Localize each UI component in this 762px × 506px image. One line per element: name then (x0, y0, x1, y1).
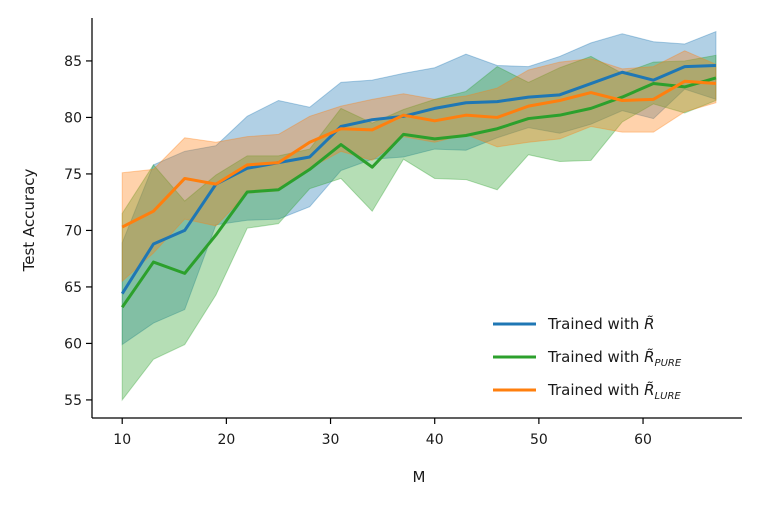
confidence-bands (121, 30, 717, 402)
y-axis-label: Test Accuracy (20, 168, 38, 272)
x-axis-label: M (413, 468, 426, 486)
y-tick-label: 60 (64, 336, 82, 352)
y-ticks: 55 60 65 70 75 80 85 (64, 54, 92, 409)
x-tick-label: 30 (322, 432, 340, 448)
legend-label-3: Trained with R̃LURE (547, 380, 681, 402)
y-tick-label: 80 (64, 110, 82, 126)
x-tick-label: 50 (530, 432, 548, 448)
y-tick-label: 70 (64, 223, 82, 239)
band-series-2 (121, 54, 717, 402)
series-lines (120, 63, 717, 309)
x-tick-label: 20 (217, 432, 235, 448)
x-tick-label: 40 (426, 432, 444, 448)
legend: Trained with R̃ Trained with R̃PURE Traine… (493, 314, 682, 402)
y-tick-label: 85 (64, 54, 82, 70)
band-series-1 (121, 30, 717, 346)
x-ticks: 10 20 30 40 50 60 (113, 418, 652, 448)
y-tick-label: 65 (64, 280, 82, 296)
y-tick-label: 55 (64, 393, 82, 409)
line-series-3 (121, 79, 717, 229)
legend-label-1: Trained with R̃ (547, 314, 655, 333)
axes: 10 20 30 40 50 60 55 60 65 70 75 80 85 M Test Accur… (20, 18, 742, 486)
x-tick-label: 10 (113, 432, 131, 448)
y-tick-label: 75 (64, 167, 82, 183)
legend-label-2: Trained with R̃PURE (547, 347, 682, 369)
x-tick-label: 60 (634, 432, 652, 448)
